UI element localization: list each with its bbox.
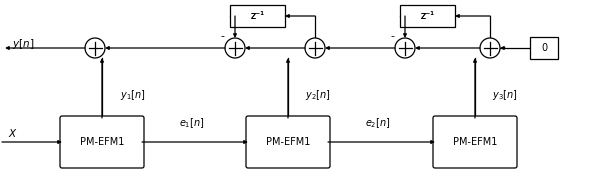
Text: $y[n]$: $y[n]$ [12,37,34,51]
Circle shape [305,38,325,58]
Circle shape [225,38,245,58]
Bar [230,5,285,27]
Text: $X$: $X$ [8,127,18,139]
Circle shape [395,38,415,58]
Text: $y_1[n]$: $y_1[n]$ [120,88,145,102]
Text: -: - [220,31,224,41]
Text: $e_1[n]$: $e_1[n]$ [179,116,205,130]
Text: $e_2[n]$: $e_2[n]$ [365,116,391,130]
Text: PM-EFM1: PM-EFM1 [266,137,310,147]
Text: $y_2[n]$: $y_2[n]$ [305,88,331,102]
Circle shape [480,38,500,58]
FancyBboxPatch shape [433,116,517,168]
Text: z⁻¹: z⁻¹ [250,11,265,21]
Bar [400,5,455,27]
Text: PM-EFM1: PM-EFM1 [453,137,497,147]
Text: 0: 0 [541,43,547,53]
Text: -: - [390,31,394,41]
Text: $y_3[n]$: $y_3[n]$ [492,88,518,102]
Circle shape [85,38,105,58]
Text: PM-EFM1: PM-EFM1 [80,137,124,147]
FancyBboxPatch shape [60,116,144,168]
Text: z⁻¹: z⁻¹ [421,11,434,21]
Text: z⁻¹: z⁻¹ [421,11,434,21]
Text: z⁻¹: z⁻¹ [250,11,265,21]
FancyBboxPatch shape [246,116,330,168]
Bar [530,37,558,59]
